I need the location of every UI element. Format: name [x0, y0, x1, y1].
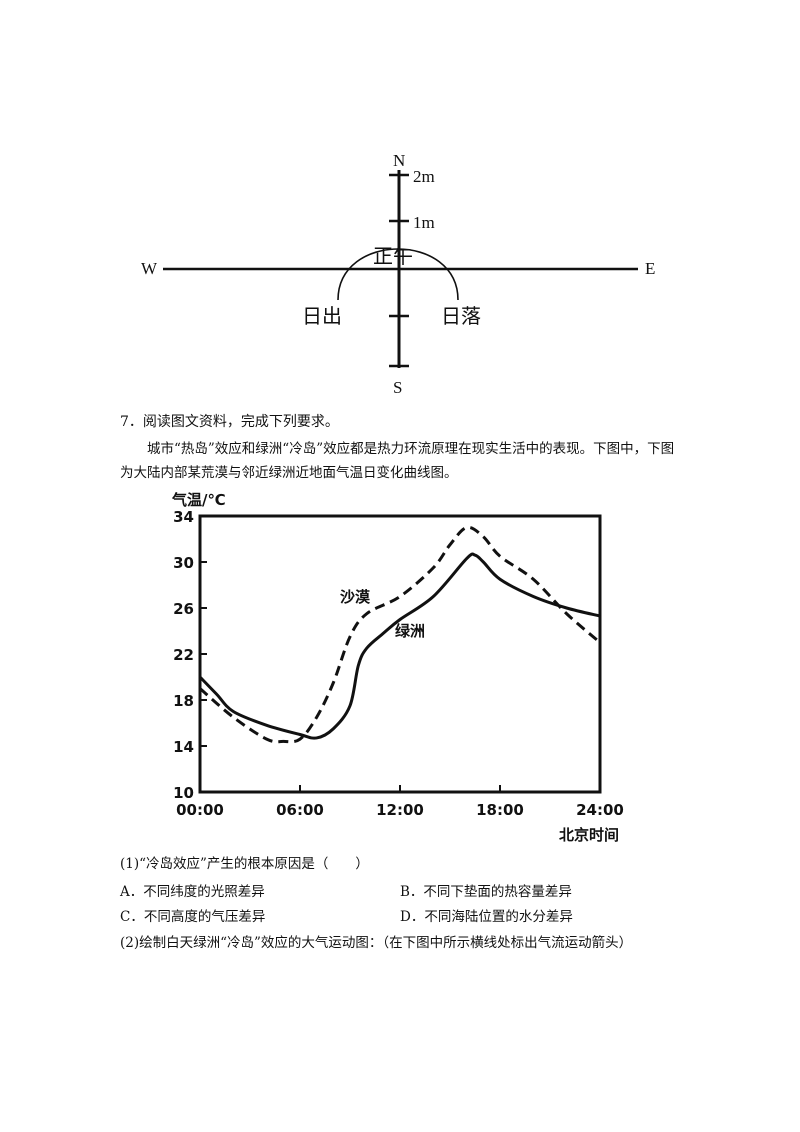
y-tick-label: 10 — [173, 784, 194, 802]
label-sunrise: 日出 — [302, 305, 342, 328]
label-1m: 1m — [413, 213, 435, 232]
series-label-desert: 沙漠 — [340, 588, 371, 606]
label-sunset: 日落 — [441, 305, 481, 328]
x-tick-label: 12:00 — [376, 801, 424, 819]
x-tick-label: 24:00 — [576, 801, 624, 819]
label-2m: 2m — [413, 167, 435, 186]
x-tick-label: 00:00 — [176, 801, 224, 819]
sun-path-arc — [337, 248, 459, 301]
sub-question-2: (2)绘制白天绿洲“冷岛”效应的大气运动图：（在下图中所示横线处标出气流运动箭头… — [120, 935, 633, 951]
y-tick-label: 14 — [173, 738, 194, 756]
sub-question-1: (1)“冷岛效应”产生的根本原因是（ ） — [120, 856, 369, 872]
option-b: B．不同下垫面的热容量差异 — [400, 884, 572, 900]
compass-diagram: N S W E 2m 1m 正午 日出 日落 — [141, 151, 655, 397]
label-east: E — [645, 259, 655, 278]
x-tick-label: 18:00 — [476, 801, 524, 819]
plot-frame — [198, 514, 602, 794]
series-line-desert — [199, 525, 601, 744]
y-tick-label: 22 — [173, 646, 194, 664]
option-d: D．不同海陆位置的水分差异 — [400, 909, 573, 925]
series-label-oasis: 绿洲 — [395, 622, 425, 640]
y-axis-label: 气温/℃ — [171, 491, 226, 509]
label-west: W — [141, 259, 158, 278]
x-axis-label: 北京时间 — [559, 826, 619, 844]
x-tick-label: 06:00 — [276, 801, 324, 819]
temperature-chart: 气温/℃ 10 14 18 22 26 30 34 00:00 06:00 12:00 18:00… — [171, 491, 624, 844]
question-paragraph: 城市“热岛”效应和绿洲“冷岛”效应都是热力环流原理在现实生活中的表现。下图中，下… — [120, 441, 675, 481]
label-south: S — [393, 378, 402, 397]
label-noon: 正午 — [373, 245, 413, 268]
y-tick-label: 26 — [173, 600, 194, 618]
label-north: N — [393, 151, 405, 170]
option-c: C．不同高度的气压差异 — [120, 909, 266, 925]
y-tick-label: 34 — [173, 508, 194, 526]
question-title: 7．阅读图文资料，完成下列要求。 — [120, 414, 339, 430]
option-a: A．不同纬度的光照差异 — [120, 884, 265, 900]
y-tick-label: 18 — [173, 692, 194, 710]
y-tick-label: 30 — [173, 554, 194, 572]
series-line-oasis — [198, 552, 601, 740]
